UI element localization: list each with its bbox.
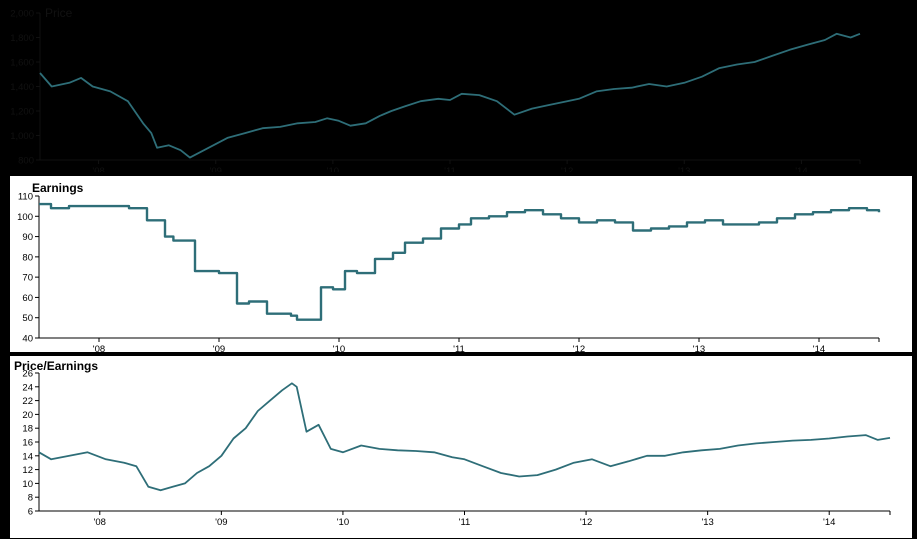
pe-chart-title: Price/Earnings <box>14 359 99 373</box>
y-tick-label: 20 <box>22 410 33 421</box>
y-tick-label: 1,400 <box>10 82 34 93</box>
x-tick-label: '14 <box>795 166 807 172</box>
x-tick-label: '08 <box>92 166 104 172</box>
price-panel: Price 800 1,000 1,200 1,400 1,600 1,800 2,000 '… <box>0 0 917 172</box>
y-tick-label: 14 <box>22 451 33 462</box>
y-tick-label: 12 <box>22 465 33 476</box>
x-tick-label: '10 <box>337 517 349 528</box>
earnings-chart-title: Earnings <box>32 181 84 195</box>
y-tick-label: 100 <box>17 212 33 223</box>
series-line <box>38 382 891 492</box>
y-tick-label: 1,800 <box>10 33 34 44</box>
x-tick-label: '08 <box>93 344 105 352</box>
series-line <box>39 202 881 321</box>
y-tick-label: 110 <box>18 192 33 203</box>
x-tick-label: '10 <box>333 344 345 352</box>
y-tick-label: 10 <box>22 479 33 490</box>
pe-panel: Price/Earnings 6 8 10 12 14 16 18 20 22 24 26 '08 '0… <box>10 356 912 538</box>
x-tick-label: '09 <box>210 166 222 172</box>
y-tick-label: 1,600 <box>10 58 34 69</box>
y-tick-label: 90 <box>22 232 33 243</box>
x-tick-label: '09 <box>213 344 225 352</box>
y-tick-label: 70 <box>22 273 33 284</box>
price-chart-title: Price <box>45 6 73 20</box>
x-tick-label: '10 <box>327 166 339 172</box>
series-line <box>39 32 861 159</box>
y-tick-label: 6 <box>28 507 33 518</box>
y-tick-label: 26 <box>22 369 33 380</box>
x-tick-label: '11 <box>444 166 456 172</box>
y-tick-label: 18 <box>22 424 33 435</box>
y-tick-label: 800 <box>18 156 34 167</box>
y-tick-label: 1,200 <box>10 107 34 118</box>
x-tick-label: '11 <box>459 517 471 528</box>
x-tick-label: '13 <box>678 166 690 172</box>
x-tick-label: '09 <box>215 517 227 528</box>
x-tick-label: '13 <box>693 344 705 352</box>
pe-chart: 6 8 10 12 14 16 18 20 22 24 26 '08 '09 '10 '11 '12 '13 '1… <box>22 369 891 528</box>
x-tick-label: '12 <box>573 344 585 352</box>
price-chart: 800 1,000 1,200 1,400 1,600 1,800 2,000 '08 '09 '… <box>10 9 861 172</box>
x-tick-label: '14 <box>813 344 825 352</box>
x-tick-label: '14 <box>823 517 835 528</box>
x-tick-label: '12 <box>580 517 592 528</box>
y-tick-label: 60 <box>22 293 33 304</box>
x-tick-label: '13 <box>701 517 713 528</box>
y-tick-label: 80 <box>22 252 33 263</box>
earnings-chart: 40 50 60 70 80 90 100 110 '08 '09 '10 '11 '12 '13 '14 <box>17 192 881 352</box>
y-tick-label: 16 <box>22 438 33 449</box>
y-tick-label: 50 <box>22 313 33 324</box>
y-tick-label: 8 <box>28 493 33 504</box>
y-tick-label: 24 <box>22 382 33 393</box>
y-tick-label: 22 <box>22 396 33 407</box>
x-tick-label: '12 <box>561 166 573 172</box>
y-tick-label: 40 <box>22 334 33 345</box>
y-tick-label: 1,000 <box>10 131 34 142</box>
y-tick-label: 2,000 <box>10 9 34 20</box>
x-tick-label: '08 <box>94 517 106 528</box>
earnings-panel: Earnings 40 50 60 70 80 90 100 110 '08 '09 '10 '11 '… <box>10 176 912 352</box>
x-tick-label: '11 <box>453 344 465 352</box>
